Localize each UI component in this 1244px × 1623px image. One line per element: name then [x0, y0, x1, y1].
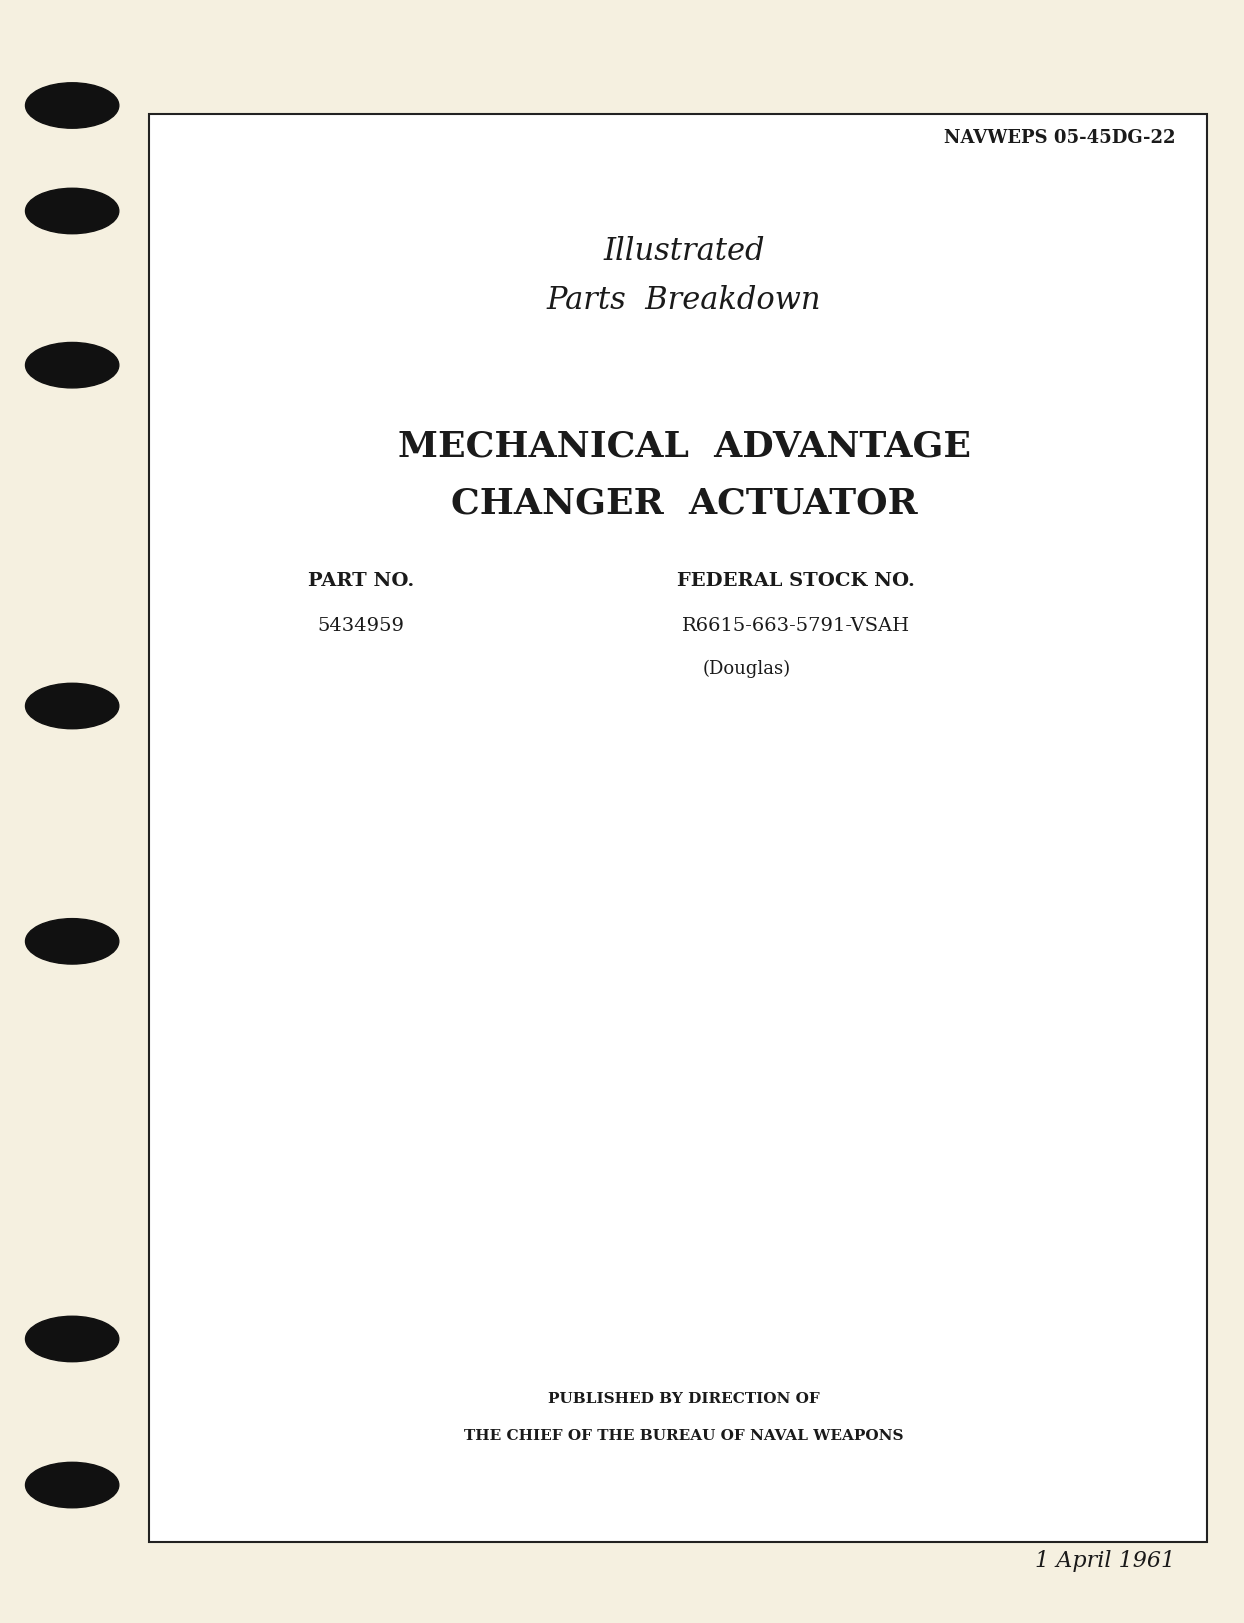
Text: CHANGER  ACTUATOR: CHANGER ACTUATOR	[450, 487, 918, 519]
Text: PART NO.: PART NO.	[307, 571, 414, 591]
Ellipse shape	[25, 1462, 118, 1508]
Ellipse shape	[25, 919, 118, 964]
Text: MECHANICAL  ADVANTAGE: MECHANICAL ADVANTAGE	[398, 430, 970, 463]
Ellipse shape	[25, 83, 118, 128]
Ellipse shape	[25, 1316, 118, 1362]
Ellipse shape	[25, 188, 118, 234]
Ellipse shape	[25, 342, 118, 388]
Ellipse shape	[25, 683, 118, 729]
Text: Parts  Breakdown: Parts Breakdown	[547, 284, 821, 316]
Text: NAVWEPS 05-45DG-22: NAVWEPS 05-45DG-22	[944, 128, 1176, 148]
Text: PUBLISHED BY DIRECTION OF: PUBLISHED BY DIRECTION OF	[549, 1393, 820, 1406]
Text: FEDERAL STOCK NO.: FEDERAL STOCK NO.	[677, 571, 916, 591]
Text: Illustrated: Illustrated	[603, 235, 765, 268]
Text: THE CHIEF OF THE BUREAU OF NAVAL WEAPONS: THE CHIEF OF THE BUREAU OF NAVAL WEAPONS	[464, 1430, 904, 1443]
Text: R6615-663-5791-VSAH: R6615-663-5791-VSAH	[682, 617, 911, 636]
Bar	[149, 114, 1207, 1542]
Text: 5434959: 5434959	[317, 617, 404, 636]
Text: 1 April 1961: 1 April 1961	[1035, 1550, 1176, 1573]
Text: (Douglas): (Douglas)	[703, 659, 790, 678]
